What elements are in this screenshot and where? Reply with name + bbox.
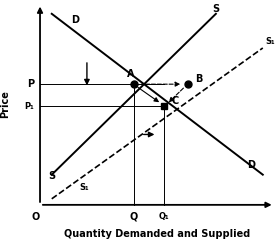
Text: O: O (31, 212, 39, 222)
Text: S: S (48, 171, 55, 181)
Text: D: D (71, 15, 79, 25)
Text: Price: Price (0, 90, 10, 118)
Text: S₁: S₁ (265, 37, 275, 46)
Text: S: S (212, 4, 219, 14)
Text: Quantity Demanded and Supplied: Quantity Demanded and Supplied (64, 229, 250, 239)
Text: P: P (27, 79, 34, 89)
Text: Q: Q (130, 212, 138, 222)
Text: C: C (171, 96, 178, 106)
Text: S₁: S₁ (80, 183, 90, 192)
Text: P₁: P₁ (24, 102, 34, 111)
Text: B: B (195, 74, 202, 84)
Text: Q₁: Q₁ (159, 212, 170, 221)
Text: D: D (247, 160, 255, 170)
Text: A: A (126, 69, 134, 79)
